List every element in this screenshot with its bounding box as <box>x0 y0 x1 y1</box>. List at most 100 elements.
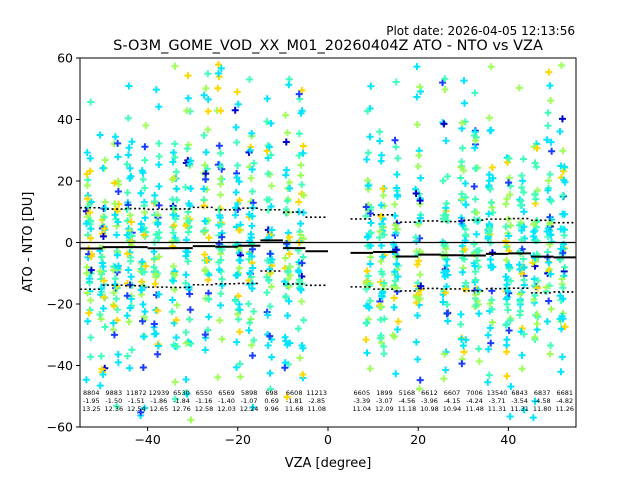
scatter-point <box>485 171 493 179</box>
scatter-point <box>546 170 554 178</box>
scatter-point <box>367 229 375 237</box>
scatter-point <box>249 404 257 412</box>
scatter-point <box>299 253 307 261</box>
bin-count-label: 1899 <box>376 389 393 397</box>
scatter-point <box>126 304 134 312</box>
scatter-point <box>394 317 402 325</box>
scatter-point <box>266 385 274 393</box>
scatter-point <box>296 276 304 284</box>
scatter-point <box>110 289 118 297</box>
scatter-point <box>363 349 371 357</box>
scatter-point <box>186 290 194 298</box>
scatter-point <box>559 295 567 303</box>
scatter-point <box>87 198 95 206</box>
scatter-point <box>171 140 179 148</box>
scatter-point <box>547 231 555 239</box>
x-tick-label: 0 <box>324 432 332 447</box>
scatter-point <box>109 326 117 334</box>
scatter-point <box>516 290 524 298</box>
scatter-point <box>505 326 513 334</box>
bin-mean-label: -3.96 <box>421 397 438 405</box>
scatter-point <box>114 177 122 185</box>
scatter-point <box>84 203 92 211</box>
bin-mean-label: -3.39 <box>353 397 370 405</box>
scatter-point <box>286 184 294 192</box>
scatter-point <box>200 227 208 235</box>
scatter-point <box>248 188 256 196</box>
scatter-point <box>502 237 510 245</box>
scatter-point <box>462 201 470 209</box>
bin-count-label: 6530 <box>173 389 190 397</box>
scatter-point <box>416 214 424 222</box>
scatter-point <box>378 270 386 278</box>
scatter-point <box>391 277 399 285</box>
scatter-point <box>98 253 106 261</box>
scatter-point <box>362 336 370 344</box>
scatter-point <box>297 231 305 239</box>
scatter-point <box>248 129 256 137</box>
scatter-point <box>475 357 483 365</box>
scatter-point <box>415 221 423 229</box>
scatter-point <box>139 364 147 372</box>
scatter-point <box>201 217 209 225</box>
scatter-point <box>487 126 495 134</box>
scatter-point <box>378 292 386 300</box>
scatter-point <box>155 152 163 160</box>
scatter-point <box>85 275 93 283</box>
bin-count-label: 6837 <box>534 389 551 397</box>
scatter-point <box>113 316 121 324</box>
scatter-point <box>187 416 195 424</box>
scatter-point <box>503 281 511 289</box>
scatter-point <box>502 273 510 281</box>
scatter-point <box>264 170 272 178</box>
scatter-point <box>557 225 565 233</box>
scatter-point <box>471 195 479 203</box>
scatter-point <box>502 256 510 264</box>
scatter-point <box>266 250 274 258</box>
scatter-point <box>154 350 162 358</box>
scatter-point <box>187 184 195 192</box>
scatter-point <box>531 191 539 199</box>
scatter-point <box>233 88 241 96</box>
scatter-point <box>439 118 447 126</box>
scatter-point <box>520 223 528 231</box>
scatter-point <box>214 373 222 381</box>
scatter-point <box>556 315 564 323</box>
scatter-point <box>110 331 118 339</box>
scatter-point <box>172 334 180 342</box>
scatter-point <box>100 293 108 301</box>
scatter-point <box>486 256 494 264</box>
scatter-point <box>298 86 306 94</box>
scatter-point <box>124 151 132 159</box>
bin-count-label: 11872 <box>126 389 147 397</box>
scatter-point <box>390 303 398 311</box>
scatter-point <box>294 325 302 333</box>
bin-std-label: 11.31 <box>488 405 507 413</box>
scatter-point <box>86 167 94 175</box>
scatter-point <box>216 149 224 157</box>
scatter-point <box>486 185 494 193</box>
scatter-point <box>515 221 523 229</box>
scatter-point <box>285 233 293 241</box>
scatter-point <box>205 234 213 242</box>
scatter-point <box>299 149 307 157</box>
scatter-point <box>283 240 291 248</box>
scatter-point <box>114 153 122 161</box>
bin-count-label: 698 <box>265 389 277 397</box>
scatter-point <box>126 211 134 219</box>
scatter-point <box>389 331 397 339</box>
scatter-point <box>380 350 388 358</box>
scatter-point <box>441 75 449 83</box>
scatter-point <box>547 138 555 146</box>
scatter-point <box>182 279 190 287</box>
scatter-point <box>110 179 118 187</box>
scatter-point <box>231 211 239 219</box>
scatter-point <box>137 225 145 233</box>
scatter-point <box>236 328 244 336</box>
scatter-point <box>484 331 492 339</box>
scatter-point <box>471 262 479 270</box>
scatter-point <box>485 210 493 218</box>
scatter-point <box>297 285 305 293</box>
scatter-point <box>414 355 422 363</box>
scatter-point <box>123 160 131 168</box>
